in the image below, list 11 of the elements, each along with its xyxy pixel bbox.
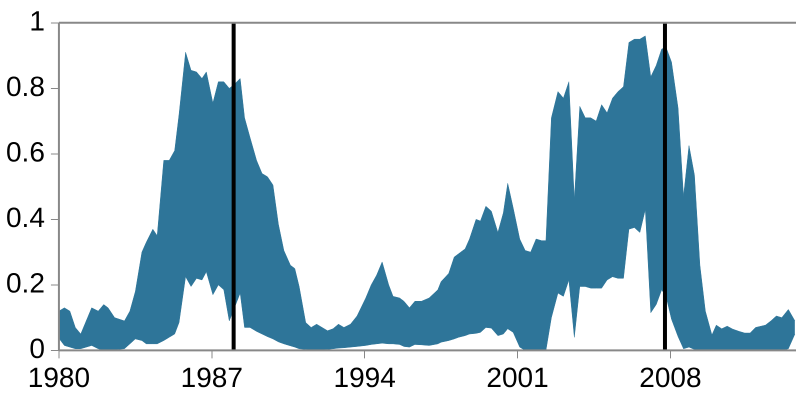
x-tick-label: 2008 (639, 362, 702, 393)
y-tick-label: 0.4 (6, 202, 45, 234)
y-tick-label: 1 (29, 6, 45, 37)
y-tick-label: 0.6 (6, 136, 45, 168)
y-tick-label: 0 (29, 333, 45, 364)
y-tick-label: 0.8 (6, 71, 45, 102)
y-tick-label: 0.2 (6, 268, 45, 299)
x-tick-label: 2001 (486, 362, 549, 393)
x-tick-label: 1994 (334, 362, 396, 393)
x-tick-label: 1980 (28, 362, 90, 393)
x-tick-label: 1987 (180, 362, 243, 393)
